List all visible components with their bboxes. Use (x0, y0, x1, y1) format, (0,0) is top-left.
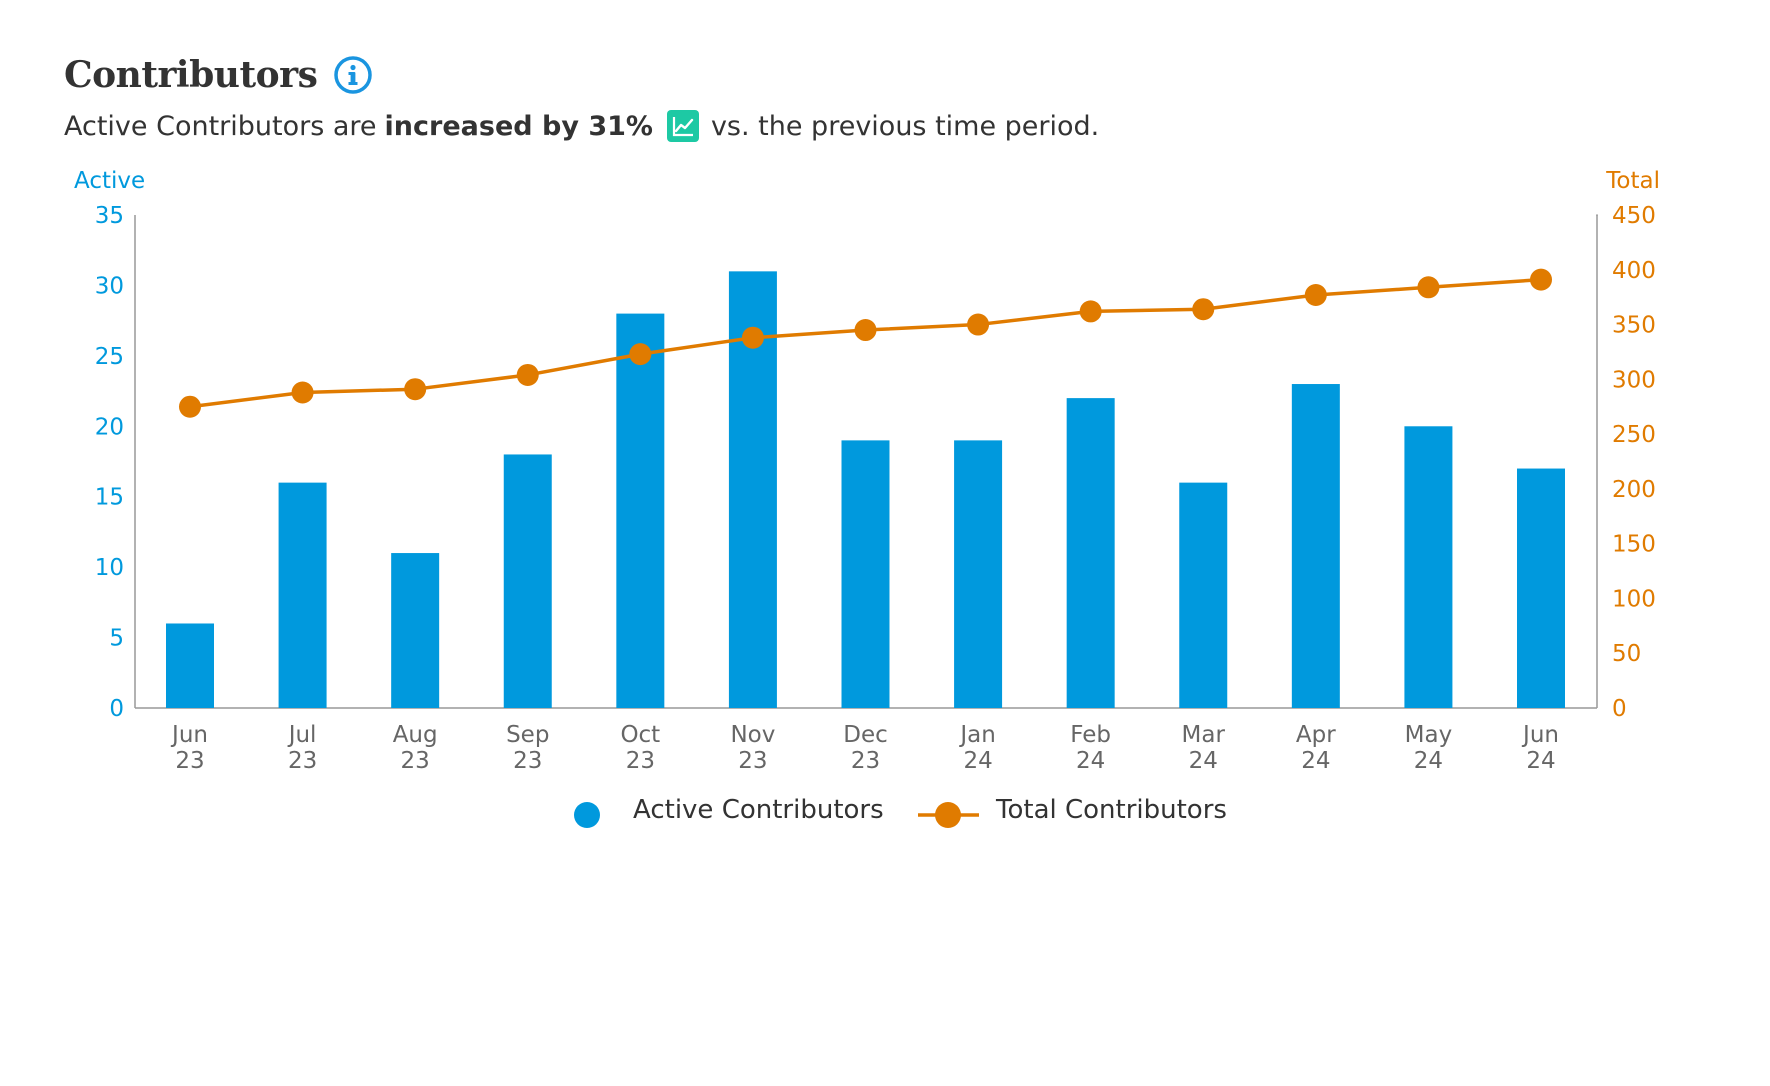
total-point (741, 326, 764, 349)
x-tick-year: 24 (1526, 748, 1555, 774)
x-tick-month: Jul (287, 722, 317, 748)
left-axis-title: Active (74, 168, 145, 194)
right-tick-label: 50 (1612, 641, 1641, 667)
total-point (1079, 300, 1102, 323)
total-point (1530, 268, 1552, 291)
left-tick-label: 5 (109, 626, 124, 652)
legend-active-marker (574, 802, 600, 828)
active-bar (841, 440, 890, 708)
x-tick-month: Nov (730, 722, 775, 748)
x-tick-year: 23 (288, 748, 317, 774)
x-tick-year: 23 (738, 748, 767, 774)
left-tick-label: 10 (95, 555, 124, 581)
legend-total-label: Total Contributors (995, 795, 1227, 825)
trending-up-chart-icon (666, 110, 699, 142)
total-point (1304, 283, 1327, 306)
legend-active-label: Active Contributors (633, 795, 884, 825)
left-tick-label: 25 (95, 344, 124, 370)
x-tick-month: Apr (1296, 722, 1336, 748)
x-tick-year: 23 (513, 748, 542, 774)
x-tick-month: Oct (620, 722, 660, 748)
right-tick-label: 400 (1612, 258, 1656, 284)
x-tick-year: 23 (626, 748, 655, 774)
x-tick-month: Sep (506, 722, 549, 748)
active-bar (954, 440, 1003, 708)
info-icon[interactable] (333, 55, 373, 95)
left-tick-label: 0 (109, 696, 124, 722)
right-tick-label: 100 (1612, 586, 1656, 612)
total-point (1417, 276, 1440, 299)
summary-prefix: Active Contributors are (64, 110, 377, 142)
right-tick-label: 450 (1612, 203, 1656, 229)
x-tick-year: 23 (401, 748, 430, 774)
x-tick-month: Feb (1070, 722, 1111, 748)
page-title: Contributors (64, 54, 318, 96)
x-tick-year: 23 (851, 748, 880, 774)
x-tick-month: Mar (1182, 722, 1226, 748)
total-point (179, 395, 201, 418)
legend-total-marker (935, 802, 961, 828)
active-bar (391, 553, 440, 708)
right-tick-label: 0 (1612, 696, 1627, 722)
right-tick-label: 350 (1612, 313, 1656, 339)
total-point (291, 381, 314, 404)
total-point (629, 343, 652, 366)
active-bar (503, 454, 552, 708)
x-tick-month: Jan (958, 722, 995, 748)
active-bar (1404, 426, 1453, 708)
x-tick-month: Jun (170, 722, 208, 748)
active-bar (1517, 468, 1565, 708)
x-tick-year: 24 (1189, 748, 1218, 774)
active-bar (278, 482, 327, 708)
right-tick-label: 150 (1612, 532, 1656, 558)
total-point (404, 378, 427, 401)
x-tick-year: 24 (963, 748, 992, 774)
x-tick-month: May (1405, 722, 1453, 748)
left-tick-label: 20 (95, 414, 124, 440)
x-tick-year: 24 (1076, 748, 1105, 774)
x-tick-month: Jun (1521, 722, 1559, 748)
summary-line: Active Contributors are increased by 31%… (64, 110, 1099, 142)
total-point (967, 313, 990, 336)
left-tick-label: 35 (95, 203, 124, 229)
x-tick-month: Dec (843, 722, 888, 748)
right-tick-label: 300 (1612, 367, 1656, 393)
x-tick-year: 24 (1301, 748, 1330, 774)
active-bar (1291, 384, 1340, 708)
total-point (516, 363, 539, 386)
summary-suffix: vs. the previous time period. (710, 110, 1100, 142)
left-tick-label: 15 (95, 485, 124, 511)
active-bar (1179, 482, 1228, 708)
x-tick-month: Aug (393, 722, 438, 748)
x-tick-year: 24 (1414, 748, 1443, 774)
total-point (1192, 298, 1215, 321)
right-tick-label: 250 (1612, 422, 1656, 448)
total-point (854, 319, 877, 342)
left-tick-label: 30 (95, 273, 124, 299)
title-row: Contributors (64, 54, 373, 96)
active-bar (616, 313, 665, 708)
summary-bold: increased by 31% (384, 110, 653, 142)
right-tick-label: 200 (1612, 477, 1656, 503)
x-tick-year: 23 (175, 748, 204, 774)
active-bar (1066, 398, 1115, 708)
right-axis-title: Total (1605, 168, 1660, 194)
active-bar (166, 623, 214, 708)
